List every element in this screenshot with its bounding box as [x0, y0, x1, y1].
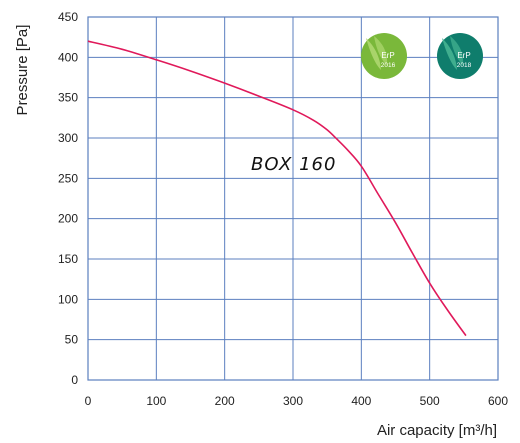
y-tick-label: 150 — [58, 252, 78, 266]
erp-2016-leaf-icon-2 — [374, 36, 388, 66]
erp-2016-badge-year: 2016 — [381, 62, 396, 69]
y-axis-ticks: 0 50 100 150 200 250 300 350 400 450 — [58, 10, 78, 387]
erp-2018-leaf-icon-2 — [450, 36, 464, 66]
x-tick-label: 100 — [146, 394, 166, 408]
x-tick-label: 400 — [351, 394, 371, 408]
erp-2018-badge-year: 2018 — [457, 62, 472, 69]
y-tick-label: 350 — [58, 91, 78, 105]
grid-lines — [87, 16, 499, 381]
x-tick-label: 200 — [215, 394, 235, 408]
series-line-box-160 — [87, 40, 467, 337]
y-tick-label: 200 — [58, 212, 78, 226]
erp-2016-leaf-icon — [366, 38, 381, 70]
y-tick-label: 50 — [65, 333, 79, 347]
series-label-box-160: BOX 160 — [251, 154, 336, 175]
erp-2018-leaf-icon — [442, 38, 457, 70]
y-tick-label: 450 — [58, 10, 78, 24]
x-tick-label: 300 — [283, 394, 303, 408]
erp-2018-badge-label: ErP — [457, 51, 470, 60]
x-axis-title: Air capacity [m³/h] — [377, 422, 497, 439]
y-tick-label: 400 — [58, 50, 78, 64]
y-tick-label: 250 — [58, 171, 78, 185]
y-tick-label: 300 — [58, 131, 78, 145]
y-axis-title: Pressure [Pa] — [14, 25, 31, 116]
x-tick-label: 600 — [488, 394, 508, 408]
x-tick-label: 500 — [420, 394, 440, 408]
series-lines — [87, 40, 467, 337]
erp-2016-badge-label: ErP — [381, 51, 394, 60]
y-tick-label: 100 — [58, 292, 78, 306]
x-tick-label: 0 — [85, 394, 92, 408]
y-tick-label: 0 — [71, 373, 78, 387]
erp-2018-badge: ErP 2018 — [437, 33, 483, 79]
erp-2016-badge: ErP 2016 — [361, 33, 407, 79]
x-axis-ticks: 0 100 200 300 400 500 600 — [85, 394, 509, 408]
